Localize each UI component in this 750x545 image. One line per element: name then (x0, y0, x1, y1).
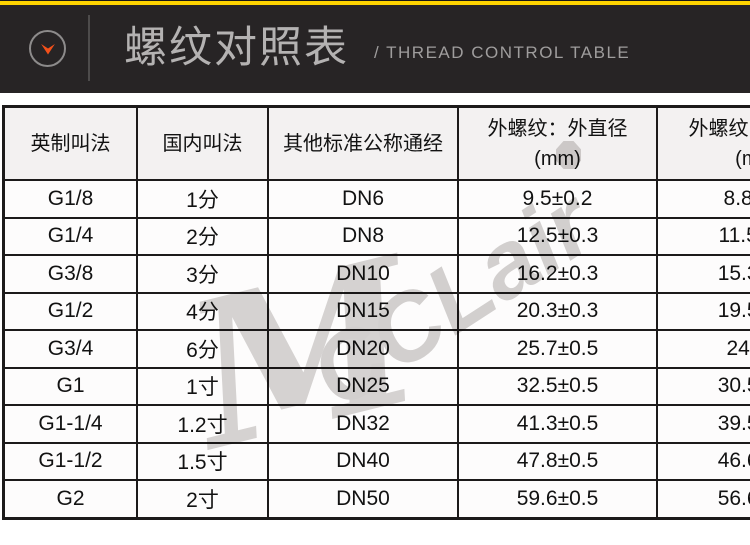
cell-imperial: G1 (2, 366, 138, 406)
table-row: G1/4 2分 DN8 12.5±0.3 11.5±0.3 (2, 216, 750, 256)
cell-inner-dia: 15.3±0.3 (656, 254, 750, 294)
table-row: G3/4 6分 DN20 25.7±0.5 24±0.5 (2, 329, 750, 369)
col-header-dn: 其他标准公称通经 (267, 105, 459, 181)
cell-outer-dia: 9.5±0.2 (457, 179, 658, 219)
cell-dn: DN20 (267, 329, 459, 369)
table-row: G1 1寸 DN25 32.5±0.5 30.5±0.5 (2, 366, 750, 406)
cell-outer-dia: 20.3±0.3 (457, 291, 658, 331)
title-banner: 螺纹对照表 / THREAD CONTROL TABLE (0, 5, 750, 93)
cell-inner-dia: 39.5±0.5 (656, 404, 750, 444)
cell-outer-dia: 25.7±0.5 (457, 329, 658, 369)
cell-inner-dia: 8.8±0.2 (656, 179, 750, 219)
cell-domestic: 1.2寸 (136, 404, 269, 444)
table-row: G1-1/2 1.5寸 DN40 47.8±0.5 46.6±0.5 (2, 441, 750, 481)
cell-imperial: G1-1/2 (2, 441, 138, 481)
cell-dn: DN8 (267, 216, 459, 256)
cell-dn: DN50 (267, 479, 459, 519)
cell-inner-dia: 24±0.5 (656, 329, 750, 369)
cell-dn: DN25 (267, 366, 459, 406)
cell-inner-dia: 19.5±0.3 (656, 291, 750, 331)
table-header-row: 英制叫法 国内叫法 其他标准公称通经 外螺纹：外直径 (mm) 外螺纹：内直径 … (2, 105, 750, 181)
table-row: G1-1/4 1.2寸 DN32 41.3±0.5 39.5±0.5 (2, 404, 750, 444)
cell-domestic: 2分 (136, 216, 269, 256)
cell-outer-dia: 47.8±0.5 (457, 441, 658, 481)
col-header-domestic: 国内叫法 (136, 105, 269, 181)
table-row: G1/2 4分 DN15 20.3±0.3 19.5±0.3 (2, 291, 750, 331)
accent-top-line (0, 0, 750, 5)
cell-imperial: G1/4 (2, 216, 138, 256)
col-header-outer-dia: 外螺纹：外直径 (mm) (457, 105, 658, 181)
cell-imperial: G2 (2, 479, 138, 519)
arrow-down-icon (37, 38, 59, 60)
cell-domestic: 1分 (136, 179, 269, 219)
cell-dn: DN15 (267, 291, 459, 331)
cell-outer-dia: 32.5±0.5 (457, 366, 658, 406)
cell-dn: DN6 (267, 179, 459, 219)
cell-imperial: G1-1/4 (2, 404, 138, 444)
cell-outer-dia: 12.5±0.3 (457, 216, 658, 256)
banner-divider (88, 15, 90, 81)
cell-dn: DN32 (267, 404, 459, 444)
cell-domestic: 3分 (136, 254, 269, 294)
cell-imperial: G3/4 (2, 329, 138, 369)
cell-domestic: 6分 (136, 329, 269, 369)
cell-dn: DN40 (267, 441, 459, 481)
cell-imperial: G3/8 (2, 254, 138, 294)
cell-outer-dia: 59.6±0.5 (457, 479, 658, 519)
cell-outer-dia: 16.2±0.3 (457, 254, 658, 294)
table-row: G3/8 3分 DN10 16.2±0.3 15.3±0.3 (2, 254, 750, 294)
col-header-imperial: 英制叫法 (2, 105, 138, 181)
cell-domestic: 1寸 (136, 366, 269, 406)
cell-domestic: 1.5寸 (136, 441, 269, 481)
col-header-inner-dia: 外螺纹：内直径 (mm) (656, 105, 750, 181)
circle-badge (29, 30, 66, 67)
cell-inner-dia: 46.6±0.5 (656, 441, 750, 481)
cell-imperial: G1/2 (2, 291, 138, 331)
page-title: 螺纹对照表 (124, 24, 349, 72)
thread-spec-table: 英制叫法 国内叫法 其他标准公称通经 外螺纹：外直径 (mm) 外螺纹：内直径 … (2, 105, 750, 520)
table-row: G2 2寸 DN50 59.6±0.5 56.6±0.5 (2, 479, 750, 519)
cell-outer-dia: 41.3±0.5 (457, 404, 658, 444)
cell-inner-dia: 30.5±0.5 (656, 366, 750, 406)
cell-domestic: 2寸 (136, 479, 269, 519)
cell-imperial: G1/8 (2, 179, 138, 219)
table-row: G1/8 1分 DN6 9.5±0.2 8.8±0.2 (2, 179, 750, 219)
cell-inner-dia: 11.5±0.3 (656, 216, 750, 256)
cell-inner-dia: 56.6±0.5 (656, 479, 750, 519)
cell-dn: DN10 (267, 254, 459, 294)
cell-domestic: 4分 (136, 291, 269, 331)
page-subtitle: / THREAD CONTROL TABLE (374, 43, 631, 62)
